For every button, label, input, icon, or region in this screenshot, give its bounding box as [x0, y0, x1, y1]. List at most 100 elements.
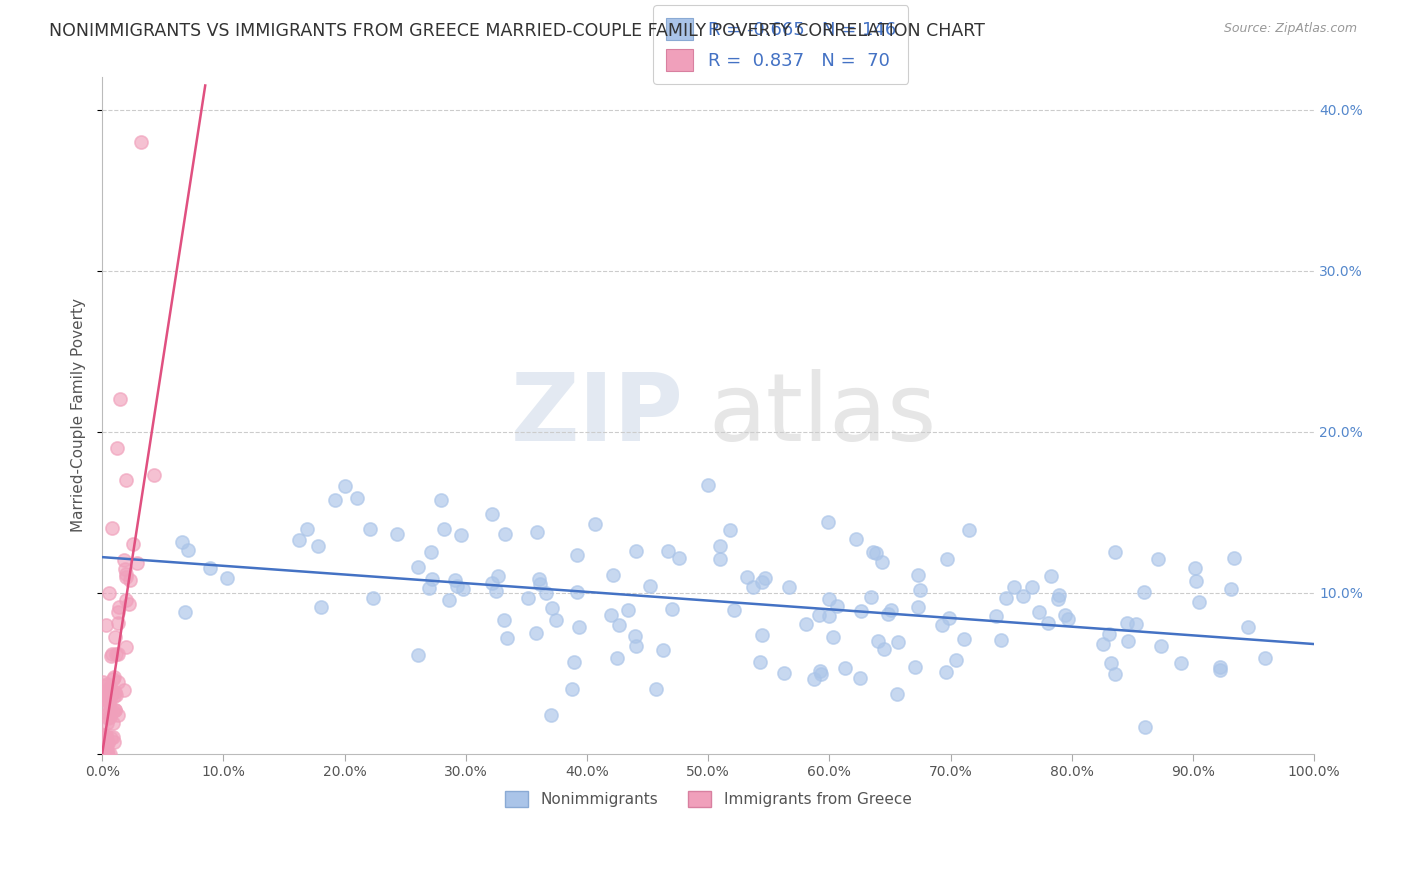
Point — [408, 648, 430, 662]
Point — [96, 692, 118, 706]
Point — [1150, 640, 1173, 654]
Point — [866, 634, 889, 648]
Point — [1002, 580, 1025, 594]
Point — [529, 577, 551, 591]
Point — [444, 574, 467, 588]
Point — [103, 690, 125, 704]
Legend: Nonimmigrants, Immigrants from Greece: Nonimmigrants, Immigrants from Greece — [499, 785, 918, 814]
Point — [486, 568, 509, 582]
Point — [115, 473, 138, 487]
Point — [429, 493, 451, 508]
Point — [865, 545, 887, 559]
Point — [94, 746, 117, 760]
Point — [173, 605, 195, 619]
Point — [561, 682, 583, 697]
Point — [860, 590, 883, 604]
Point — [91, 738, 114, 752]
Point — [307, 539, 329, 553]
Point — [735, 570, 758, 584]
Point — [845, 533, 868, 547]
Point — [94, 728, 117, 742]
Point — [96, 737, 118, 751]
Point — [849, 604, 872, 618]
Point — [94, 730, 117, 744]
Point — [1047, 588, 1070, 602]
Point — [624, 639, 647, 653]
Point — [91, 675, 114, 690]
Point — [1046, 592, 1069, 607]
Point — [848, 671, 870, 685]
Point — [1012, 589, 1035, 603]
Point — [103, 672, 125, 686]
Point — [309, 600, 332, 615]
Point — [624, 544, 647, 558]
Point — [661, 601, 683, 615]
Text: Source: ZipAtlas.com: Source: ZipAtlas.com — [1223, 22, 1357, 36]
Point — [808, 608, 831, 623]
Point — [115, 567, 138, 582]
Point — [1220, 582, 1243, 596]
Point — [91, 747, 114, 761]
Point — [1253, 650, 1275, 665]
Point — [810, 665, 832, 679]
Point — [103, 670, 125, 684]
Point — [1028, 605, 1050, 619]
Point — [96, 677, 118, 691]
Text: ZIP: ZIP — [510, 369, 683, 461]
Point — [418, 581, 440, 595]
Point — [1116, 634, 1139, 648]
Point — [945, 653, 967, 667]
Point — [1170, 656, 1192, 670]
Point — [346, 491, 368, 505]
Point — [1104, 666, 1126, 681]
Point — [114, 569, 136, 583]
Point — [1188, 595, 1211, 609]
Point — [94, 747, 117, 761]
Point — [540, 708, 562, 723]
Point — [419, 545, 441, 559]
Point — [107, 606, 129, 620]
Point — [446, 579, 468, 593]
Point — [953, 632, 976, 646]
Point — [796, 617, 818, 632]
Point — [821, 630, 844, 644]
Point — [385, 527, 408, 541]
Point — [101, 647, 124, 661]
Point — [1208, 659, 1230, 673]
Point — [496, 632, 519, 646]
Point — [880, 603, 903, 617]
Point — [810, 667, 832, 681]
Point — [748, 655, 770, 669]
Point — [97, 683, 120, 698]
Point — [652, 643, 675, 657]
Point — [107, 615, 129, 630]
Point — [359, 522, 381, 536]
Point — [114, 592, 136, 607]
Text: NONIMMIGRANTS VS IMMIGRANTS FROM GREECE MARRIED-COUPLE FAMILY POVERTY CORRELATIO: NONIMMIGRANTS VS IMMIGRANTS FROM GREECE … — [49, 22, 986, 40]
Point — [908, 582, 931, 597]
Point — [98, 710, 121, 724]
Point — [1185, 574, 1208, 588]
Point — [825, 599, 848, 613]
Point — [984, 609, 1007, 624]
Point — [295, 521, 318, 535]
Point — [96, 747, 118, 761]
Point — [420, 572, 443, 586]
Point — [96, 745, 118, 759]
Point — [907, 567, 929, 582]
Point — [526, 524, 548, 539]
Point — [994, 591, 1017, 605]
Point — [873, 641, 896, 656]
Point — [583, 516, 606, 531]
Point — [98, 696, 121, 710]
Point — [93, 728, 115, 742]
Point — [406, 560, 429, 574]
Point — [887, 634, 910, 648]
Point — [104, 703, 127, 717]
Point — [936, 551, 959, 566]
Point — [617, 603, 640, 617]
Point — [1053, 607, 1076, 622]
Point — [565, 548, 588, 562]
Point — [485, 583, 508, 598]
Point — [709, 551, 731, 566]
